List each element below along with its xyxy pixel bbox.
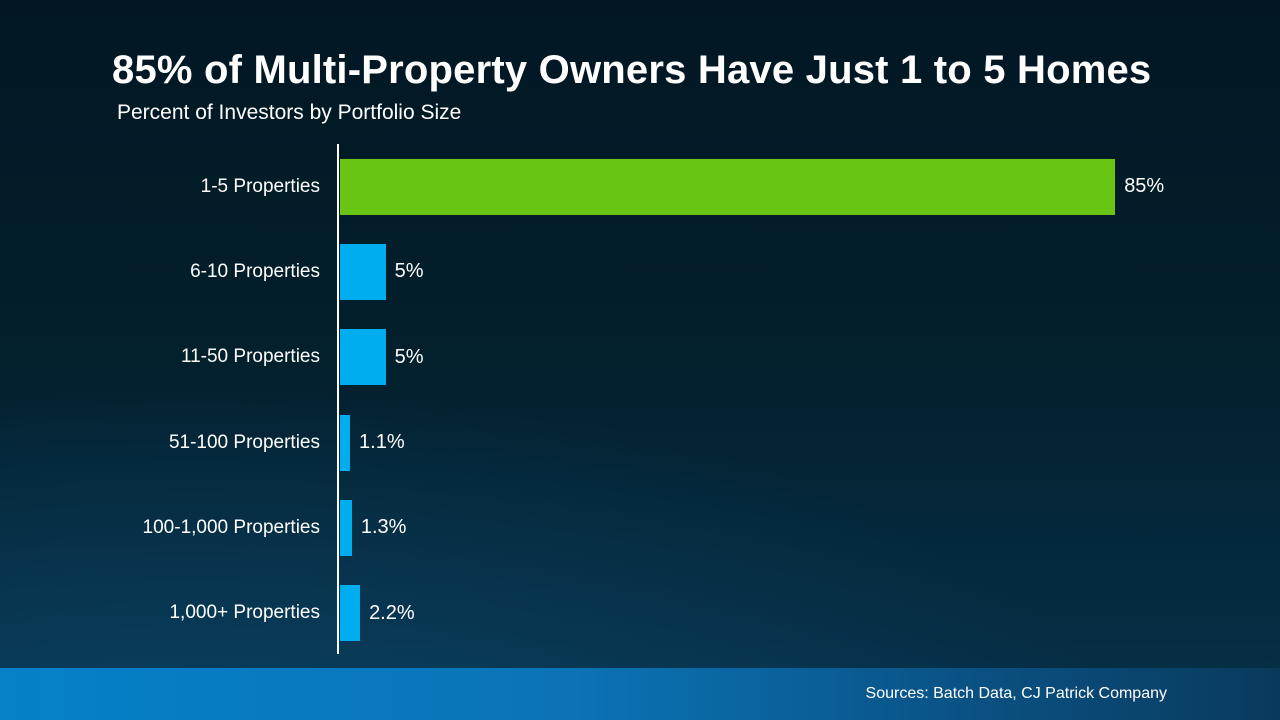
category-label: 1,000+ Properties — [169, 602, 320, 624]
bar — [340, 243, 386, 300]
footer-bar: Sources: Batch Data, CJ Patrick Company — [0, 668, 1280, 720]
chart-header: 85% of Multi-Property Owners Have Just 1… — [112, 48, 1240, 125]
chart-title: 85% of Multi-Property Owners Have Just 1… — [112, 48, 1152, 92]
value-label: 2.2% — [369, 601, 415, 624]
value-label: 5% — [394, 260, 424, 283]
bar-chart: 1-5 Properties 85% 6-10 Properties 5% 11-50 … — [0, 144, 1280, 656]
category-label: 6-10 Properties — [190, 260, 320, 282]
category-label: 11-50 Properties — [180, 346, 320, 368]
chart-row: 100-1,000 Properties 1.3% — [0, 485, 1280, 570]
source-attribution: Sources: Batch Data, CJ Patrick Company — [865, 685, 1167, 702]
chart-row: 11-50 Properties 5% — [0, 315, 1280, 400]
bar — [340, 158, 1116, 215]
category-label: 1-5 Properties — [200, 175, 320, 197]
chart-subtitle: Percent of Investors by Portfolio Size — [117, 101, 462, 124]
bar — [340, 414, 351, 471]
chart-row: 1,000+ Properties 2.2% — [0, 571, 1280, 656]
bar — [340, 585, 361, 642]
chart-row: 6-10 Properties 5% — [0, 229, 1280, 314]
chart-rows: 1-5 Properties 85% 6-10 Properties 5% 11-50 … — [0, 144, 1280, 656]
y-axis-line — [337, 144, 339, 654]
value-label: 1.3% — [360, 516, 407, 539]
bar — [340, 329, 386, 386]
value-label: 85% — [1124, 175, 1165, 198]
category-label: 51-100 Properties — [168, 431, 320, 453]
value-label: 1.1% — [359, 431, 405, 454]
value-label: 5% — [394, 345, 424, 368]
chart-row: 51-100 Properties 1.1% — [0, 400, 1280, 485]
chart-row: 1-5 Properties 85% — [0, 144, 1280, 229]
bar — [340, 499, 352, 556]
category-label: 100-1,000 Properties — [142, 516, 320, 538]
